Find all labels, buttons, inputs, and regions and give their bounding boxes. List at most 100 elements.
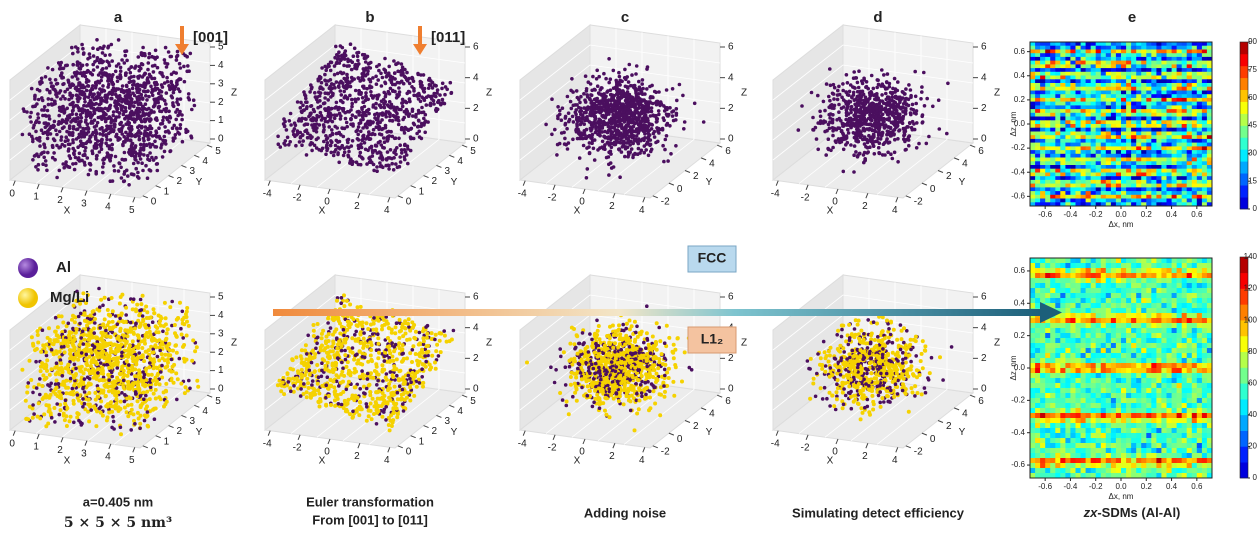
atom (401, 105, 405, 109)
atom (560, 118, 564, 122)
atom (406, 162, 410, 166)
atom (299, 106, 303, 110)
atom (884, 92, 888, 96)
atom (337, 161, 341, 165)
atom (376, 117, 380, 121)
atom (877, 146, 881, 150)
z-tick-label: 3 (218, 78, 224, 89)
atom (124, 313, 128, 317)
atom (325, 83, 329, 87)
atom (114, 155, 118, 159)
atom (392, 168, 396, 172)
atom (422, 123, 426, 127)
atom (563, 142, 567, 146)
atom (132, 162, 136, 166)
atom (59, 138, 63, 142)
atom (83, 100, 87, 104)
atom (902, 137, 906, 141)
atom (587, 145, 591, 149)
tick-mark (411, 186, 416, 188)
atom (175, 79, 179, 83)
atom (846, 105, 850, 109)
atom (78, 152, 82, 156)
atom (149, 75, 153, 79)
atom (927, 135, 931, 139)
atom (128, 90, 132, 94)
atom (98, 61, 102, 65)
atom (45, 169, 49, 173)
atom (816, 148, 820, 152)
atom (367, 112, 371, 116)
atom (292, 133, 296, 137)
tick-mark (866, 193, 868, 198)
atom (671, 87, 675, 91)
atom (907, 144, 911, 148)
atom (657, 113, 661, 117)
atom (859, 94, 863, 98)
atom (846, 81, 850, 85)
atom (622, 118, 626, 122)
atom (815, 137, 819, 141)
tick-mark (523, 181, 525, 186)
atom (872, 87, 876, 91)
atom (71, 162, 75, 166)
atom (154, 156, 158, 160)
atom (118, 73, 122, 77)
atom (434, 95, 438, 99)
atom (661, 144, 665, 148)
atom (416, 93, 420, 97)
atom (896, 137, 900, 141)
atom (133, 157, 137, 161)
atom (153, 77, 157, 81)
atom (392, 59, 396, 63)
atom (662, 160, 666, 164)
z-tick-label: 2 (728, 103, 734, 114)
atom (318, 123, 322, 127)
atom (93, 317, 97, 321)
atom (178, 357, 182, 361)
atom (178, 90, 182, 94)
tick-mark (701, 158, 706, 160)
atom (137, 76, 141, 80)
atom (408, 82, 412, 86)
y-tick-label: 2 (432, 176, 438, 187)
atom (138, 65, 142, 69)
atom (844, 143, 848, 147)
atom (377, 128, 381, 132)
atom (119, 327, 123, 331)
atom (575, 89, 579, 93)
atom (93, 321, 97, 325)
atom (129, 138, 133, 142)
atom (567, 120, 571, 124)
atom (865, 80, 869, 84)
atom (42, 156, 46, 160)
atom (85, 122, 89, 126)
atom (156, 101, 160, 105)
atom (158, 349, 162, 353)
atom (869, 110, 873, 114)
atom (828, 116, 832, 120)
tick-mark (613, 193, 615, 198)
atom (364, 148, 368, 152)
atom (160, 364, 164, 368)
tick-mark (156, 186, 161, 188)
atom (42, 150, 46, 154)
y-tick-label: 0 (406, 196, 412, 207)
atom (665, 106, 669, 110)
z-tick-label: 6 (473, 42, 479, 53)
atom (350, 98, 354, 102)
atom (309, 104, 313, 108)
atom (120, 176, 124, 180)
atom (146, 158, 150, 162)
atom (183, 391, 187, 395)
atom (323, 73, 327, 77)
atom (178, 301, 182, 305)
atom (166, 327, 170, 331)
atom (381, 76, 385, 80)
atom (394, 153, 398, 157)
atom (137, 176, 141, 180)
atom (622, 142, 626, 146)
atom (917, 142, 921, 146)
atom (183, 54, 187, 58)
atom (148, 127, 152, 131)
